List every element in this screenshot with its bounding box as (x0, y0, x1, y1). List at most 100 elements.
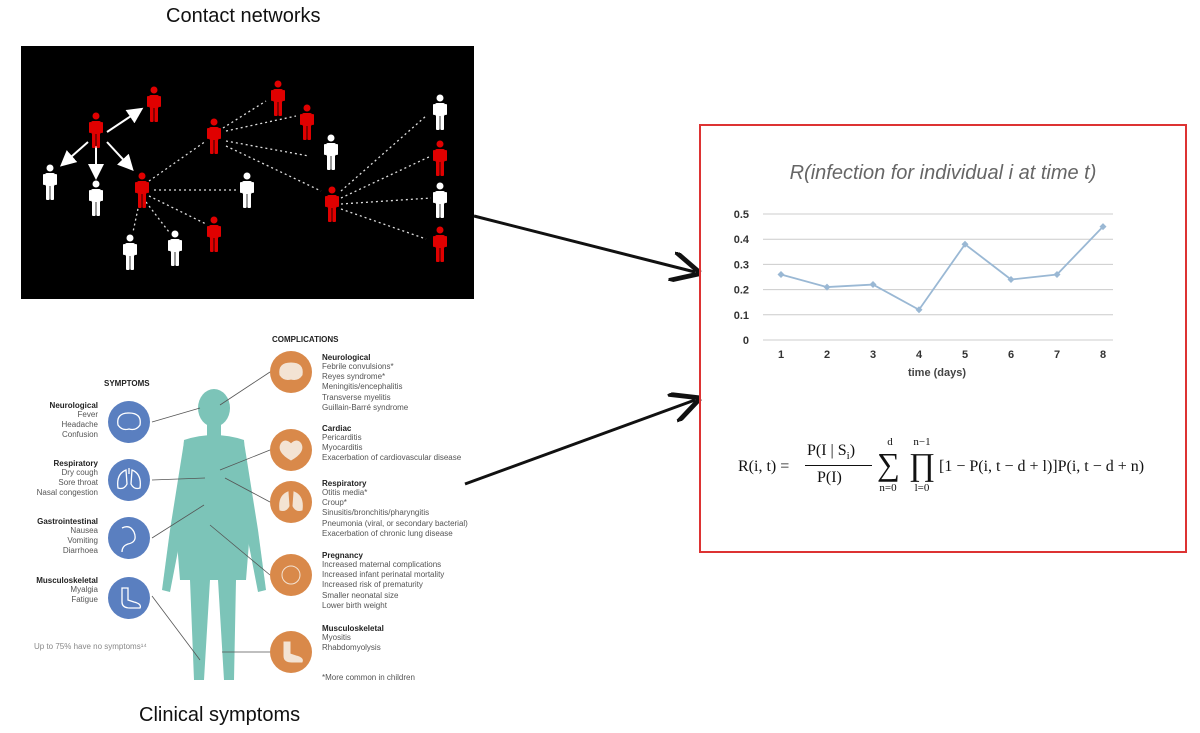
complication-group: Musculoskeletal Myositis Rhabdomyolysis (322, 624, 477, 653)
brain-icon (108, 401, 150, 443)
data-point (1053, 270, 1061, 278)
complication-item: Guillain-Barré syndrome (322, 402, 409, 412)
symptom-item: Vomiting (67, 536, 98, 546)
formula-fraction-bar (805, 465, 872, 466)
formula-body: [1 − P(i, t − d + l)]P(i, t − d + n) (939, 458, 1145, 475)
symptom-group: Neurological Fever Headache Confusion (0, 401, 98, 441)
complication-item: Reyes syndrome* (322, 372, 386, 382)
leader-lines (151, 371, 271, 661)
x-tick-label: 4 (916, 349, 923, 361)
complication-item: Croup* (322, 498, 347, 508)
chart-grid (763, 213, 1113, 341)
y-tick-label: 0.3 (734, 259, 749, 271)
data-point (777, 270, 785, 278)
lungs-icon (108, 459, 150, 501)
complication-item: Increased infant perinatal mortality (322, 570, 445, 580)
complications-header: COMPLICATIONS (272, 335, 339, 344)
symptoms-header: SYMPTOMS (104, 379, 150, 388)
complication-item: Smaller neonatal size (322, 590, 399, 600)
complication-item: Sinusitis/bronchitis/pharyngitis (322, 508, 430, 518)
data-point (869, 281, 877, 289)
complication-group: Pregnancy Increased maternal complication… (322, 551, 477, 611)
muscle-foot-icon (270, 631, 312, 673)
y-tick-label: 0.5 (734, 209, 749, 221)
symptom-item: Fever (77, 410, 98, 419)
formula-lhs: R(i, t) = (738, 458, 790, 475)
infographic-graphics (108, 351, 312, 680)
symptom-item: Nausea (70, 526, 98, 535)
complication-group-title: Musculoskeletal (322, 624, 384, 633)
human-body-figure (162, 389, 266, 680)
sum-lower-limit: n=0 (879, 482, 897, 494)
complication-icons (270, 351, 312, 673)
product-upper-limit: n−1 (913, 436, 931, 448)
complication-item: Pneumonia (viral, or secondary bacterial… (322, 518, 468, 528)
contact-network-panel (21, 46, 474, 299)
foot-icon (108, 577, 150, 619)
x-tick-label: 7 (1054, 349, 1060, 361)
symptom-item: Nasal congestion (36, 488, 98, 498)
data-point (1099, 223, 1107, 231)
complication-item: Exacerbation of chronic lung disease (322, 528, 453, 538)
complication-item: Lower birth weight (322, 600, 387, 610)
symptom-item: Fatigue (71, 595, 98, 605)
x-tick-label: 3 (870, 349, 876, 361)
transmission-arrows (59, 107, 144, 180)
symptom-group-title: Neurological (49, 401, 98, 410)
y-tick-label: 0 (743, 335, 749, 347)
complication-item: Myocarditis (322, 443, 363, 453)
symptom-item: Confusion (61, 430, 98, 440)
stomach-icon (108, 517, 150, 559)
symptom-group-title: Musculoskeletal (36, 576, 98, 585)
symptom-item: Diarrhoea (62, 546, 98, 556)
data-point (1007, 276, 1015, 284)
complication-item: Rhabdomyolysis (322, 643, 381, 653)
sum-upper-limit: d (887, 436, 893, 448)
complications-footnote: *More common in children (322, 673, 415, 682)
product-lower-limit: l=0 (914, 482, 930, 494)
complication-item: Otitis media* (322, 488, 368, 497)
pregnancy-icon (270, 554, 312, 596)
symptom-group: Musculoskeletal Myalgia Fatigue (0, 576, 98, 605)
complication-group: Cardiac Pericarditis Myocarditis Exacerbati… (322, 424, 477, 464)
complication-item: Exacerbation of cardiovascular disease (322, 453, 462, 463)
contact-networks-title: Contact networks (166, 5, 321, 27)
symptom-item: Myalgia (70, 585, 98, 594)
clinical-infographic: SYMPTOMS Neurological Fever Headache Confus… (0, 330, 480, 702)
formula-denominator: P(I) (817, 469, 842, 486)
complication-item: Myositis (322, 633, 351, 642)
x-tick-label: 8 (1100, 349, 1106, 361)
complication-item: Meningitis/encephalitis (322, 382, 403, 392)
y-tick-label: 0.2 (734, 285, 749, 297)
x-tick-label: 5 (962, 349, 968, 361)
x-tick-label: 6 (1008, 349, 1014, 361)
symptom-group-title: Gastrointestinal (37, 517, 98, 526)
risk-line-chart: 0 0.1 0.2 0.3 0.4 0.5 1 2 3 4 5 6 7 8 time (days) (734, 209, 1113, 379)
complication-item: Increased risk of prematurity (322, 580, 423, 590)
product-symbol: ∏ (909, 446, 936, 482)
symptom-item: Sore throat (58, 478, 98, 488)
symptoms-footnote: Up to 75% have no symptoms¹⁴ (34, 642, 147, 651)
chart-title: R(infection for individual i at time t) (789, 162, 1097, 184)
risk-model-frame: R(infection for individual i at time t) … (699, 124, 1187, 553)
complication-item: Febrile convulsions* (322, 362, 394, 371)
complication-item: Pericarditis (322, 433, 362, 442)
contact-network-graph (43, 80, 447, 270)
symptom-group: Gastrointestinal Nausea Vomiting Diarrhoea (0, 517, 98, 557)
complication-group-title: Cardiac (322, 424, 352, 433)
complication-group-title: Pregnancy (322, 551, 363, 560)
x-tick-label: 2 (824, 349, 830, 361)
sum-symbol: ∑ (877, 446, 900, 482)
risk-formula: R(i, t) = P(I | Si) P(I) d ∑ n=0 n−1 ∏ l… (701, 422, 1185, 502)
complication-group-title: Neurological (322, 353, 371, 362)
symptom-group-title: Respiratory (53, 459, 98, 468)
formula-numerator: P(I | Si) (807, 442, 856, 463)
symptom-item: Headache (61, 420, 98, 430)
symptoms-to-chart-arrow (464, 400, 695, 486)
data-point (823, 283, 831, 291)
symptom-group: Respiratory Dry cough Sore throat Nasal con… (0, 459, 98, 499)
clinical-symptoms-title: Clinical symptoms (139, 704, 301, 726)
data-point (961, 240, 969, 248)
lungs-complication-icon (270, 481, 312, 523)
